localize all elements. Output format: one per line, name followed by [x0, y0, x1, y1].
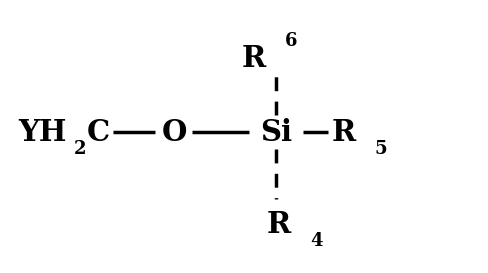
- Text: 5: 5: [374, 140, 386, 158]
- Text: 4: 4: [309, 232, 322, 250]
- Text: C: C: [86, 118, 109, 147]
- Text: R: R: [331, 118, 356, 147]
- Text: O: O: [161, 118, 186, 147]
- Text: 6: 6: [285, 32, 297, 50]
- Text: R: R: [266, 210, 290, 239]
- Text: Si: Si: [260, 118, 291, 147]
- Text: YH: YH: [19, 118, 67, 147]
- Text: R: R: [242, 44, 266, 73]
- Text: 2: 2: [73, 140, 86, 158]
